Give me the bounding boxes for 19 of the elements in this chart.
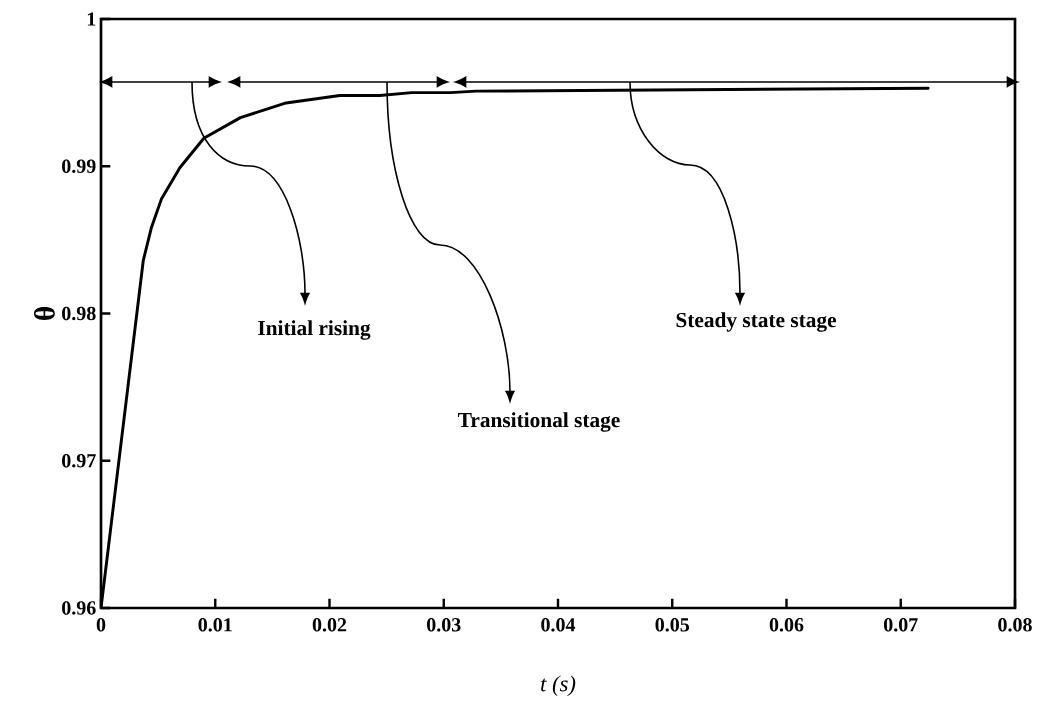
x-tick-label: 0.07 [884, 618, 918, 632]
annotation: Initial rising [258, 320, 371, 340]
y-tick-label: 0.98 [62, 306, 96, 321]
annotation: Transitional stage [458, 412, 620, 432]
x-tick-label: 0.02 [312, 618, 347, 632]
y-tick-label: 0.97 [62, 453, 96, 468]
y-tick-label: 0.99 [62, 159, 96, 174]
x-tick-label: 0.04 [541, 618, 576, 632]
y-tick-label: 1 [87, 12, 96, 26]
x-tick-label: 0.03 [427, 618, 461, 632]
x-tick-label: 0.06 [769, 618, 804, 632]
annotation: Steady state stage [676, 312, 837, 332]
y-axis-title: θ [34, 307, 55, 320]
x-tick-label: 0.08 [998, 618, 1032, 632]
x-tick-label: 0.05 [655, 618, 690, 632]
x-axis-title: t (s) [541, 675, 576, 696]
x-tick-label: 0 [96, 618, 106, 632]
y-tick-label: 0.96 [62, 601, 96, 615]
x-tick-label: 0.01 [198, 618, 232, 632]
